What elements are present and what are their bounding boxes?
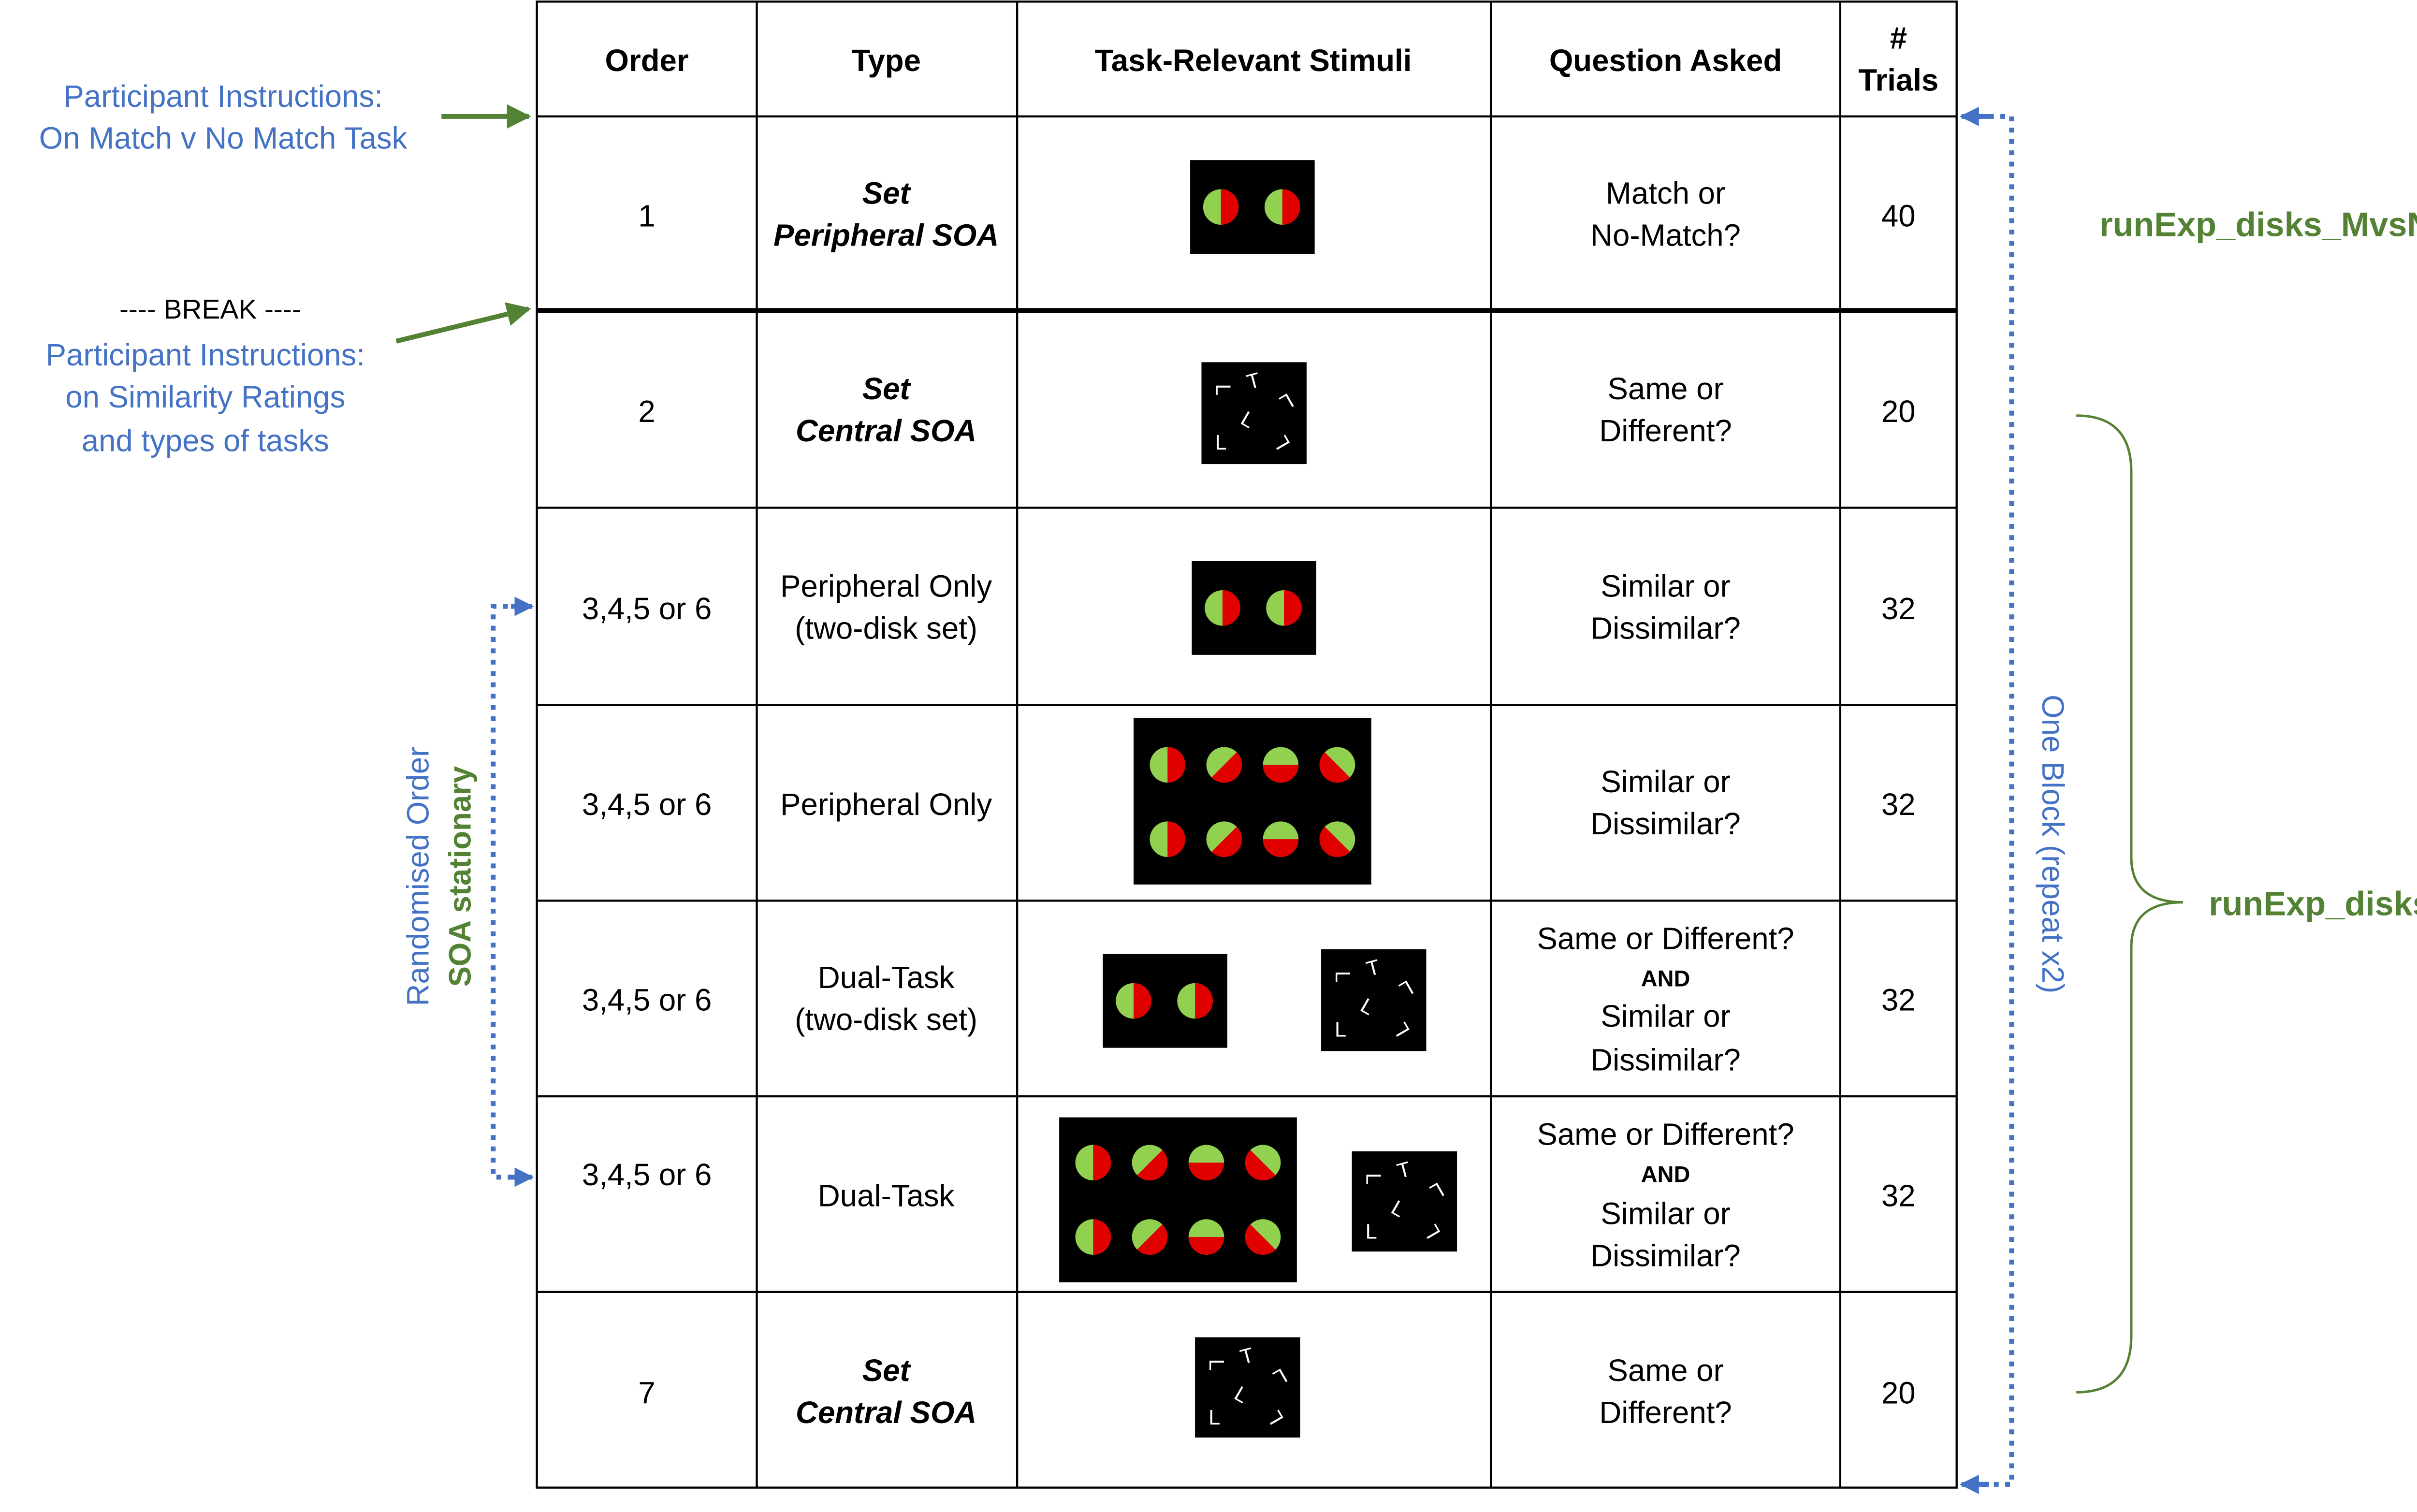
instructions-annotation-1: Participant Instructions: On Match v No … bbox=[39, 79, 531, 156]
curly-brace bbox=[2076, 414, 2184, 1394]
row-type-line1: Peripheral Only bbox=[780, 787, 992, 822]
row-question-line2: Different? bbox=[1599, 414, 1732, 448]
row-order: 3,4,5 or 6 bbox=[582, 983, 712, 1018]
row-trials: 20 bbox=[1881, 394, 1916, 429]
row-question-line2: Dissimilar? bbox=[1590, 807, 1741, 841]
table-row: 3,4,5 or 6 Dual-Task Same or Different? … bbox=[582, 1117, 1916, 1282]
randomised-bracket bbox=[491, 604, 531, 1180]
randomised-order-label: Randomised Order bbox=[401, 747, 435, 1006]
row-question-line1: Similar or bbox=[1601, 765, 1730, 799]
row-question-line2: Dissimilar? bbox=[1590, 611, 1741, 645]
break-label: ---- BREAK ---- bbox=[119, 294, 301, 325]
instructions-annotation-2: ---- BREAK ---- Participant Instructions… bbox=[46, 294, 531, 458]
row-question-line3: Similar or bbox=[1601, 1196, 1730, 1231]
instructions2-arrow bbox=[395, 302, 531, 344]
row-question-line3: Similar or bbox=[1601, 999, 1730, 1033]
row-type-line2: (two-disk set) bbox=[795, 611, 977, 645]
row-type-line1: Peripheral Only bbox=[780, 569, 992, 603]
row-type-line1: Set bbox=[862, 372, 912, 406]
one-block-bracket bbox=[1966, 114, 2014, 1487]
two-disk-stimulus bbox=[1190, 160, 1315, 254]
row-type-line1: Set bbox=[862, 1353, 912, 1388]
table-row: 1 Set Peripheral SOA Match or No-Match? … bbox=[638, 160, 1916, 254]
row-trials: 32 bbox=[1881, 787, 1916, 822]
letter-l: L bbox=[1208, 1406, 1220, 1429]
row-type-line1: Dual-Task bbox=[818, 1179, 955, 1213]
letter-l: L bbox=[1366, 1220, 1377, 1243]
script-label-disks: runExp_disks.m bbox=[2209, 884, 2417, 922]
row-order: 3,4,5 or 6 bbox=[582, 1158, 712, 1192]
one-block-label: One Block (repeat x2) bbox=[2036, 695, 2070, 993]
row-type-line2: Central SOA bbox=[796, 414, 976, 448]
row-question-and: AND bbox=[1641, 1162, 1690, 1187]
letter-l: L bbox=[1331, 971, 1354, 982]
row-question-and: AND bbox=[1641, 966, 1690, 991]
header-question: Question Asked bbox=[1549, 44, 1782, 78]
table-row: 2 Set Central SOA Same or Different? 20 … bbox=[638, 362, 1916, 465]
row-type-line1: Dual-Task bbox=[818, 960, 955, 995]
row-order: 7 bbox=[638, 1376, 655, 1410]
two-disk-stimulus bbox=[1192, 561, 1316, 655]
row-trials: 32 bbox=[1881, 983, 1916, 1018]
letter-l: L bbox=[1205, 1359, 1228, 1370]
header-order: Order bbox=[605, 44, 689, 78]
header-type: Type bbox=[851, 44, 921, 78]
instructions2-line3: and types of tasks bbox=[82, 423, 329, 458]
instructions2-line1: Participant Instructions: bbox=[46, 338, 365, 372]
row-type-line2: Central SOA bbox=[796, 1396, 976, 1430]
instructions1-line1: Participant Instructions: bbox=[63, 79, 382, 114]
letter-l: L bbox=[1362, 1173, 1385, 1185]
one-block-annotation: One Block (repeat x2) bbox=[1959, 106, 2070, 1494]
letter-stimulus: L T L L L L bbox=[1352, 1151, 1457, 1252]
header-trials: Trials bbox=[1858, 63, 1938, 97]
letter-l: L bbox=[1215, 431, 1227, 454]
row-type-line2: (two-disk set) bbox=[795, 1003, 977, 1037]
table-grid bbox=[536, 0, 1958, 1489]
row-question-line1: Same or Different? bbox=[1537, 922, 1794, 956]
row-order: 2 bbox=[638, 394, 655, 429]
row-trials: 20 bbox=[1881, 1376, 1916, 1410]
soa-stationary-label: SOA stationary bbox=[443, 766, 477, 987]
table-header: Order Type Task-Relevant Stimuli Questio… bbox=[605, 21, 1939, 97]
letter-l: L bbox=[1335, 1018, 1346, 1041]
row-order: 1 bbox=[638, 199, 655, 233]
row-trials: 32 bbox=[1881, 592, 1916, 626]
row-question-line1: Similar or bbox=[1601, 569, 1730, 603]
row-order: 3,4,5 or 6 bbox=[582, 787, 712, 822]
header-number-sign: # bbox=[1890, 21, 1907, 55]
row-question-line1: Same or Different? bbox=[1537, 1117, 1794, 1151]
table-row: 7 Set Central SOA Same or Different? 20 … bbox=[638, 1337, 1916, 1438]
randomised-order-annotation: Randomised Order SOA stationary bbox=[401, 596, 534, 1187]
row-order: 3,4,5 or 6 bbox=[582, 592, 712, 626]
table-row: 3,4,5 or 6 Peripheral Only (two-disk set… bbox=[582, 561, 1916, 655]
letter-stimulus: L T L L L L bbox=[1321, 949, 1427, 1051]
letter-l: L bbox=[1211, 384, 1235, 395]
row-type-line2: Peripheral SOA bbox=[773, 218, 999, 252]
script-label-mvsnm: runExp_disks_MvsNM.m bbox=[2099, 205, 2417, 243]
script-brace: runExp_disks.m bbox=[2076, 414, 2417, 1394]
row-trials: 32 bbox=[1881, 1179, 1916, 1213]
table-row: 3,4,5 or 6 Peripheral Only Similar or Di… bbox=[582, 718, 1916, 885]
two-disk-stimulus bbox=[1103, 954, 1228, 1048]
letter-stimulus: L T L L L L bbox=[1195, 1337, 1300, 1438]
row-question-line1: Match or bbox=[1606, 176, 1725, 210]
row-question-line1: Same or bbox=[1607, 1353, 1723, 1388]
instructions2-line2: on Similarity Ratings bbox=[65, 380, 345, 414]
table-row: 3,4,5 or 6 Dual-Task (two-disk set) Same… bbox=[582, 922, 1916, 1077]
eight-disk-stimulus bbox=[1133, 718, 1371, 885]
letter-stimulus: L T L L L L bbox=[1201, 362, 1307, 465]
row-question-line1: Same or bbox=[1607, 372, 1723, 406]
instructions1-line2: On Match v No Match Task bbox=[39, 121, 408, 156]
row-question-line2: Different? bbox=[1599, 1396, 1732, 1430]
row-question-line4: Dissimilar? bbox=[1590, 1043, 1741, 1077]
row-question-line2: No-Match? bbox=[1590, 218, 1741, 252]
row-trials: 40 bbox=[1881, 199, 1916, 233]
header-stimuli: Task-Relevant Stimuli bbox=[1095, 44, 1412, 78]
eight-disk-stimulus bbox=[1059, 1117, 1297, 1282]
row-type-line1: Set bbox=[862, 176, 912, 210]
row-question-line4: Dissimilar? bbox=[1590, 1238, 1741, 1273]
